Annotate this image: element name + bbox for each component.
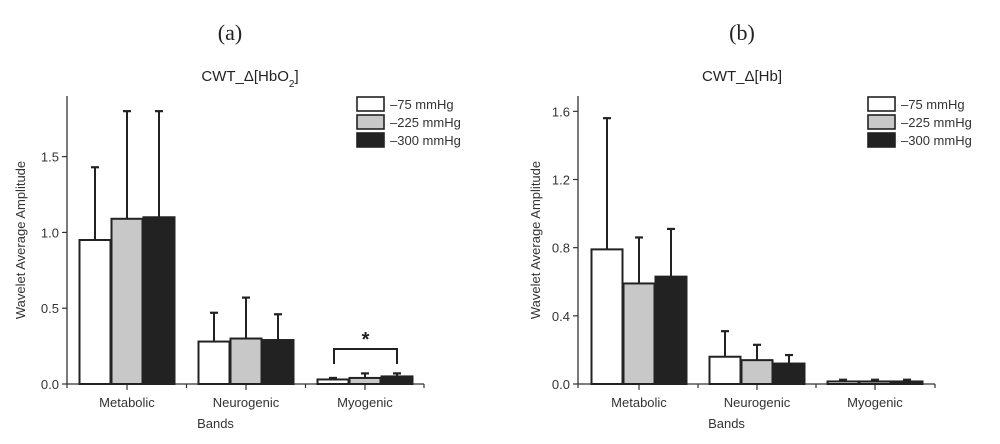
x-tick-label: Metabolic: [99, 395, 155, 410]
x-tick-label: Neurogenic: [213, 395, 280, 410]
x-tick-label: Myogenic: [847, 395, 903, 410]
y-tick-label: 0.0: [552, 377, 570, 392]
significance-asterisk: *: [362, 329, 370, 351]
legend-label: –75 mmHg: [901, 97, 965, 112]
bar-myogenic-series-1: [348, 376, 382, 385]
panel-label: (a): [218, 20, 242, 45]
x-axis-label: Bands: [708, 416, 745, 431]
bar-metabolic-series-1: [110, 217, 144, 385]
y-tick-label: 0.5: [41, 301, 59, 316]
significance-bracket: [333, 348, 398, 364]
chart-title-main: CWT_Δ[Hb]: [702, 68, 782, 85]
bar-neurogenic-series-1: [740, 359, 774, 385]
legend-swatch: [867, 114, 896, 130]
legend-swatch: [867, 96, 896, 112]
legend-label: –225 mmHg: [390, 115, 461, 130]
y-tick-label: 1.5: [41, 150, 59, 165]
legend-label: –300 mmHg: [390, 133, 461, 148]
x-tick-label: Metabolic: [611, 395, 667, 410]
bar-metabolic-series-1: [622, 282, 656, 386]
x-axis-label: Bands: [197, 416, 234, 431]
legend-swatch: [356, 96, 385, 112]
chart-title: CWT_Δ[HbO2]: [201, 68, 298, 90]
y-tick-label: 0.4: [552, 309, 570, 324]
y-tick-label: 1.2: [552, 173, 570, 188]
bar-neurogenic-series-0: [708, 355, 742, 386]
y-axis-label: Wavelet Average Amplitude: [13, 161, 28, 319]
bar-metabolic-series-0: [590, 248, 624, 385]
bar-metabolic-series-2: [654, 275, 688, 385]
bar-myogenic-series-0: [826, 380, 860, 385]
bar-neurogenic-series-2: [772, 362, 806, 385]
legend-label: –300 mmHg: [901, 133, 972, 148]
bar-neurogenic-series-2: [261, 339, 295, 386]
bar-neurogenic-series-0: [197, 340, 231, 385]
bar-myogenic-series-1: [858, 380, 892, 385]
y-axis-label: Wavelet Average Amplitude: [528, 161, 543, 319]
legend-label: –225 mmHg: [901, 115, 972, 130]
bar-myogenic-series-0: [316, 378, 350, 386]
chart-panel-a: (a) CWT_Δ[HbO2] 0.0 0.5 1.0 1.5 Metabolic Neuro…: [13, 20, 461, 431]
bar-metabolic-series-2: [142, 216, 176, 385]
legend-swatch: [356, 132, 385, 148]
bar-neurogenic-series-1: [229, 337, 263, 385]
chart-title-end: ]: [294, 68, 298, 85]
y-tick-label: 1.6: [552, 104, 570, 119]
bar-myogenic-series-2: [890, 380, 924, 385]
panel-label: (b): [729, 20, 755, 45]
y-tick-label: 0.0: [41, 377, 59, 392]
legend-swatch: [867, 132, 896, 148]
bar-metabolic-series-0: [78, 239, 112, 385]
legend-swatch: [356, 114, 385, 130]
chart-title-subscript: 2: [289, 79, 295, 90]
chart-title: CWT_Δ[Hb]: [702, 68, 782, 85]
bar-myogenic-series-2: [380, 375, 414, 385]
x-tick-label: Myogenic: [337, 395, 393, 410]
y-tick-label: 1.0: [41, 225, 59, 240]
y-tick-label: 0.8: [552, 241, 570, 256]
chart-panel-b: (b) CWT_Δ[Hb] 0.0 0.4 0.8 1.2 1.6 Metabolic Neur…: [528, 20, 972, 431]
x-tick-label: Neurogenic: [724, 395, 791, 410]
legend-label: –75 mmHg: [390, 97, 454, 112]
chart-title-main: CWT_Δ[HbO: [201, 68, 289, 85]
